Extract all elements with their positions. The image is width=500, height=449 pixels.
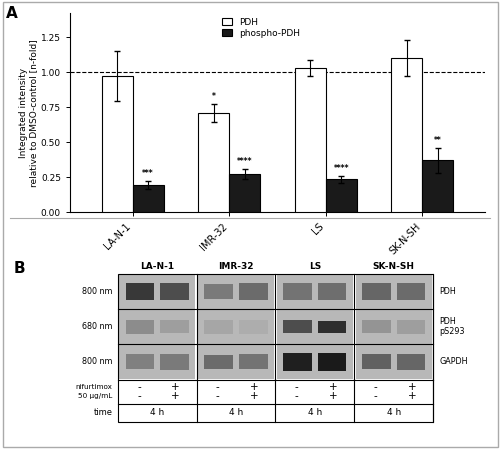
Bar (126, 282, 154, 300)
Text: 4 h: 4 h (308, 409, 322, 418)
Text: +: + (171, 382, 179, 392)
Bar (397, 320, 425, 334)
Text: *: * (212, 92, 216, 101)
Bar (160, 354, 188, 370)
Bar (239, 283, 268, 300)
Y-axis label: Integrated intensity
relative to DMSO-control [n-fold]: Integrated intensity relative to DMSO-co… (18, 39, 38, 187)
Text: 680 nm: 680 nm (82, 322, 112, 331)
Bar (126, 320, 154, 334)
Bar (356, 310, 432, 344)
Bar (204, 284, 233, 299)
Text: 800 nm: 800 nm (82, 357, 112, 366)
Text: ****: **** (237, 157, 252, 166)
Text: 50 μg/mL: 50 μg/mL (78, 393, 112, 399)
Text: ****: **** (334, 164, 349, 173)
Bar (362, 283, 390, 300)
Text: nifurtimox: nifurtimox (76, 384, 112, 390)
Bar (102, 76, 132, 212)
Text: -: - (374, 382, 378, 392)
Bar (284, 283, 312, 300)
Bar (160, 320, 188, 333)
Text: LA-N-1: LA-N-1 (140, 262, 174, 271)
Text: IMR-32: IMR-32 (218, 262, 254, 271)
Bar (295, 68, 326, 212)
Bar (362, 320, 390, 333)
Text: -: - (137, 391, 141, 401)
Bar (397, 283, 425, 300)
Bar (160, 283, 188, 300)
Bar (276, 274, 353, 308)
Bar (198, 113, 229, 212)
Text: B: B (14, 261, 26, 276)
Bar (318, 321, 346, 333)
Text: -: - (216, 391, 220, 401)
Text: ***: *** (142, 169, 154, 178)
Bar (132, 185, 164, 212)
Bar (198, 345, 274, 379)
Bar (126, 354, 154, 370)
Text: +: + (328, 382, 338, 392)
Bar (119, 310, 196, 344)
Bar (362, 354, 390, 370)
Text: +: + (328, 391, 338, 401)
Bar (397, 354, 425, 370)
Text: -: - (295, 391, 298, 401)
Text: SK-N-SH: SK-N-SH (372, 262, 414, 271)
Bar (318, 283, 346, 300)
Text: time: time (94, 409, 112, 418)
Bar (239, 320, 268, 334)
Bar (204, 355, 233, 369)
Bar (229, 174, 260, 212)
Text: -: - (374, 391, 378, 401)
Bar (204, 320, 233, 334)
Text: -: - (295, 382, 298, 392)
Text: +: + (408, 391, 416, 401)
Bar (284, 320, 312, 333)
Bar (119, 345, 196, 379)
Text: GAPDH: GAPDH (440, 357, 468, 366)
Bar (392, 58, 422, 212)
Text: +: + (408, 382, 416, 392)
Text: +: + (250, 391, 258, 401)
Bar (198, 274, 274, 308)
Bar (198, 310, 274, 344)
Bar (356, 274, 432, 308)
Text: -: - (137, 382, 141, 392)
Bar (326, 179, 356, 212)
Bar (422, 160, 453, 212)
Text: LS: LS (308, 262, 321, 271)
Text: 800 nm: 800 nm (82, 287, 112, 296)
Text: 4 h: 4 h (229, 409, 243, 418)
Text: +: + (250, 382, 258, 392)
Text: PDH
pS293: PDH pS293 (440, 317, 465, 336)
Bar (239, 354, 268, 370)
Text: 4 h: 4 h (150, 409, 164, 418)
Text: PDH: PDH (440, 287, 456, 296)
Bar (276, 310, 353, 344)
Bar (284, 353, 312, 371)
Bar (318, 353, 346, 371)
Bar (118, 274, 433, 422)
Legend: PDH, phospho-PDH: PDH, phospho-PDH (220, 16, 302, 40)
Text: **: ** (434, 136, 442, 145)
Text: A: A (6, 5, 18, 21)
Bar (356, 345, 432, 379)
Bar (276, 345, 353, 379)
Text: -: - (216, 382, 220, 392)
Bar (119, 274, 196, 308)
Text: +: + (171, 391, 179, 401)
Text: 4 h: 4 h (386, 409, 401, 418)
